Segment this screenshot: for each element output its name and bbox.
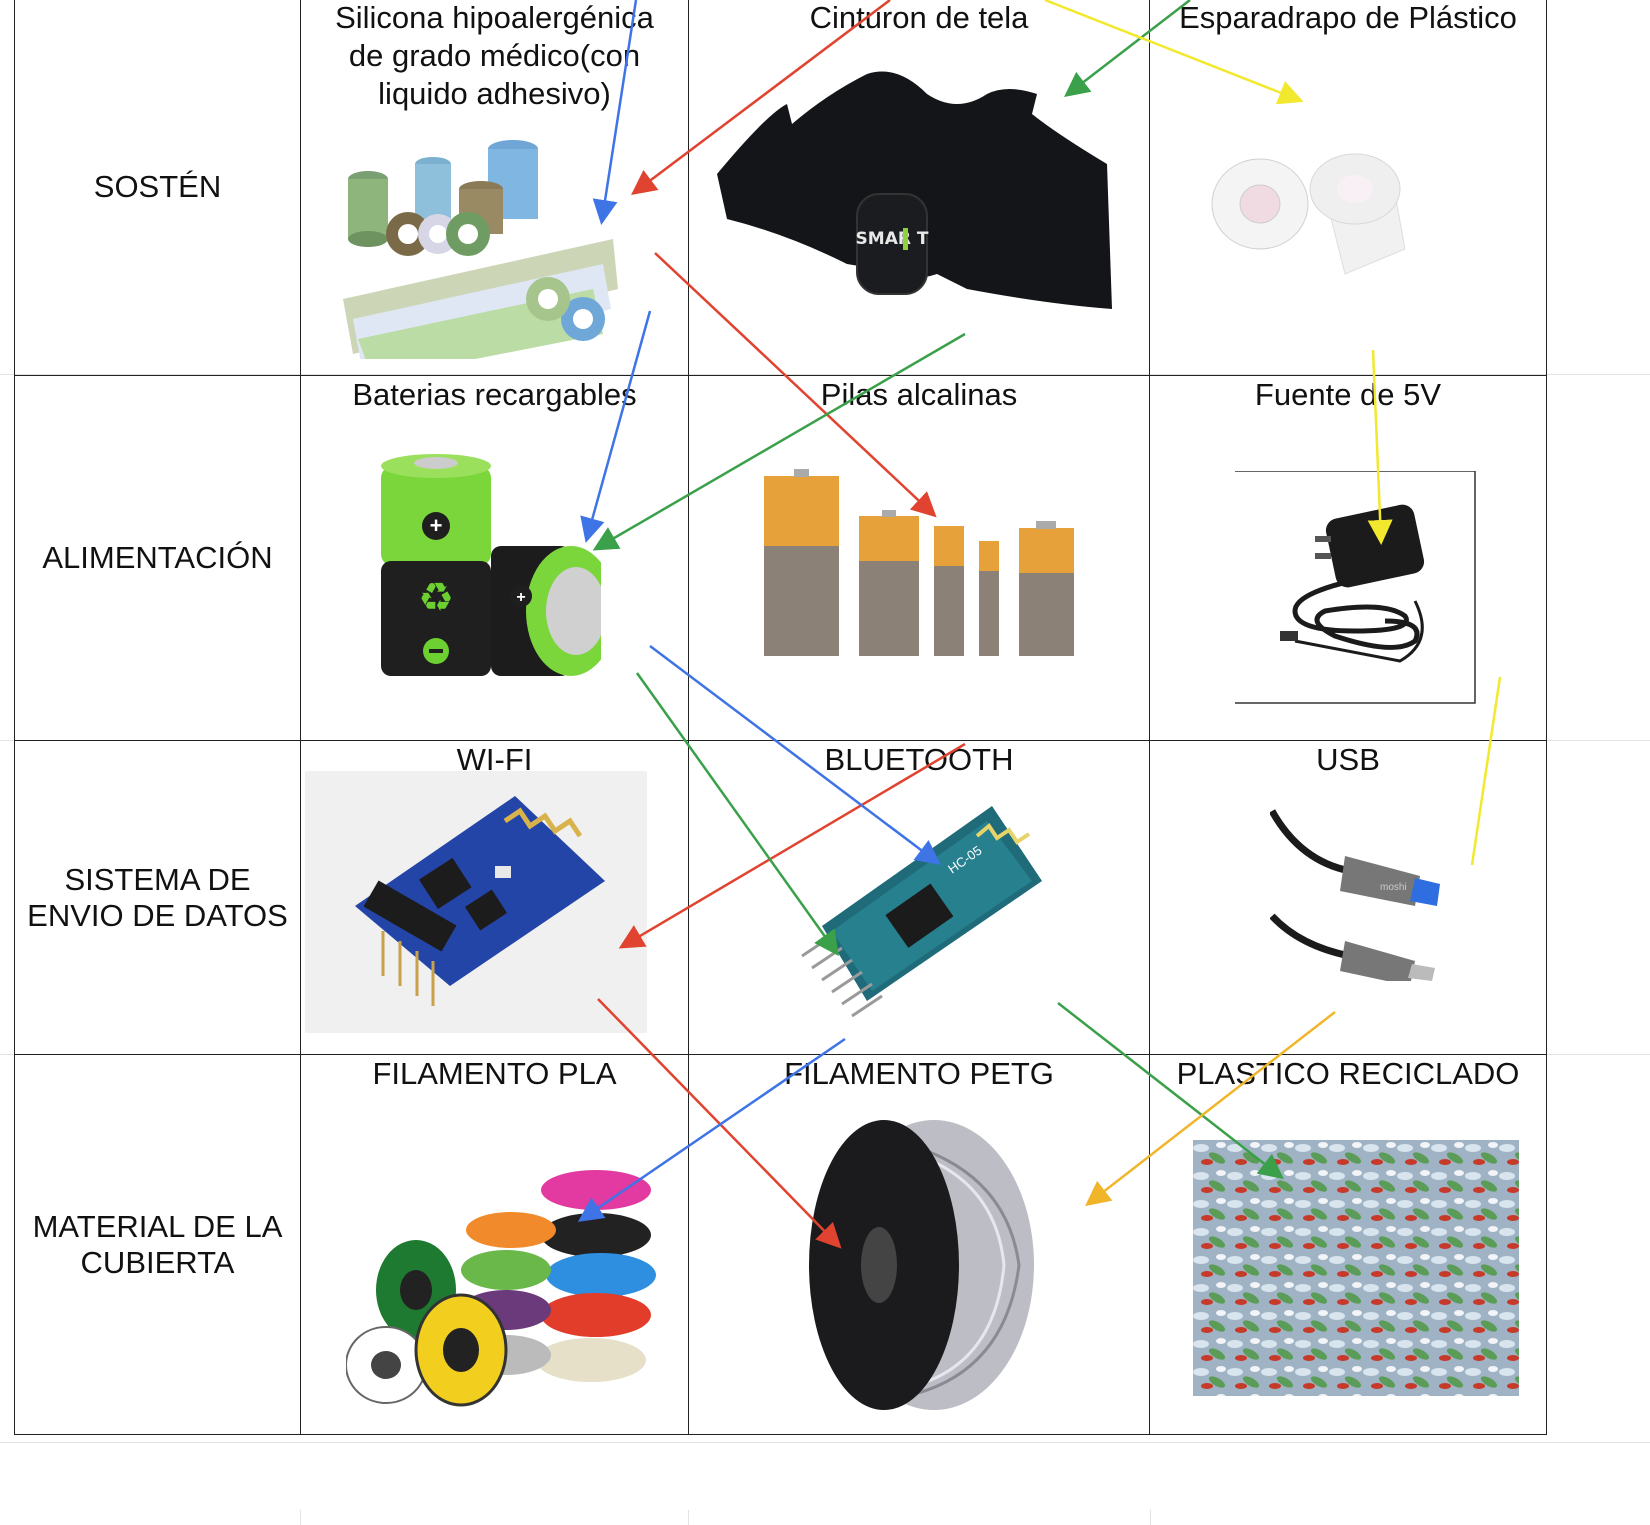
cell-reciclado: PLASTICO RECICLADO <box>1149 1054 1547 1435</box>
morphological-matrix: SOSTÉN Silicona hipoalergénica de grado … <box>14 0 1547 1435</box>
svg-text:♻: ♻ <box>418 576 454 620</box>
cell-cinturon: Cinturon de tela SMAR T <box>688 0 1150 376</box>
option-title-cinturon: Cinturon de tela <box>809 0 1029 35</box>
rechargeable-batteries-icon: + ♻ + <box>381 454 601 676</box>
hc05-module-icon: HC-05 <box>801 806 1042 1018</box>
option-title-bluetooth: BLUETOOTH <box>824 742 1014 777</box>
option-title-silicona: Silicona hipoalergénica de grado médico(… <box>335 0 654 111</box>
faint-gridline <box>300 1510 301 1525</box>
cell-esparadrapo: Esparadrapo de Plástico <box>1149 0 1547 376</box>
filament-spools-icon <box>346 1170 656 1407</box>
medical-tape-rolls-icon <box>343 140 618 359</box>
row-label-sosten: SOSTÉN <box>14 0 301 376</box>
esp8266-module-icon <box>305 771 647 1033</box>
cell-wifi: WI-FI <box>300 740 689 1055</box>
cell-usb: USB moshi <box>1149 740 1547 1055</box>
faint-gridline <box>1150 1510 1151 1525</box>
row-envio: SISTEMA DE ENVIO DE DATOS WI-FI BLUETOOTH <box>14 740 1547 1055</box>
cell-baterias: Baterias recargables + ♻ + <box>300 375 689 741</box>
option-title-petg: FILAMENTO PETG <box>784 1056 1054 1091</box>
option-title-esparadrapo: Esparadrapo de Plástico <box>1179 0 1517 35</box>
alkaline-batteries-icon <box>764 469 1074 656</box>
row-label-alimentacion: ALIMENTACIÓN <box>14 375 301 741</box>
cell-pilas: Pilas alcalinas <box>688 375 1150 741</box>
belt-logo-text: SMAR T <box>856 229 929 249</box>
chest-strap-icon: SMAR T <box>717 71 1112 309</box>
usb-cable-icon: moshi <box>1270 809 1440 981</box>
cell-fuente: Fuente de 5V <box>1149 375 1547 741</box>
cell-bluetooth: BLUETOOTH HC-05 <box>688 740 1150 1055</box>
svg-text:+: + <box>430 513 443 538</box>
cell-pla: FILAMENTO PLA <box>300 1054 689 1435</box>
power-adapter-icon <box>1235 471 1476 704</box>
petg-spool-icon <box>809 1120 1034 1410</box>
faint-gridline <box>0 1442 1650 1443</box>
option-title-pla: FILAMENTO PLA <box>372 1056 617 1091</box>
usb-brand-text: moshi <box>1380 882 1407 893</box>
plastic-tape-icon <box>1211 153 1405 275</box>
faint-gridline <box>688 1510 689 1525</box>
row-cubierta: MATERIAL DE LA CUBIERTA FILAMENTO PLA FIL… <box>14 1054 1547 1435</box>
option-title-pilas: Pilas alcalinas <box>820 377 1018 412</box>
option-title-baterias: Baterias recargables <box>352 377 637 412</box>
recycled-bottles-icon <box>1193 1140 1519 1396</box>
option-title-reciclado: PLASTICO RECICLADO <box>1176 1056 1520 1091</box>
svg-text:+: + <box>516 589 525 606</box>
row-label-cubierta: MATERIAL DE LA CUBIERTA <box>14 1054 301 1435</box>
cell-silicona: Silicona hipoalergénica de grado médico(… <box>300 0 689 376</box>
row-sosten: SOSTÉN Silicona hipoalergénica de grado … <box>14 0 1547 376</box>
option-title-usb: USB <box>1316 742 1380 777</box>
row-label-envio: SISTEMA DE ENVIO DE DATOS <box>14 740 301 1055</box>
cell-petg: FILAMENTO PETG <box>688 1054 1150 1435</box>
row-alimentacion: ALIMENTACIÓN Baterias recargables + ♻ + … <box>14 375 1547 741</box>
option-title-fuente: Fuente de 5V <box>1254 377 1442 412</box>
